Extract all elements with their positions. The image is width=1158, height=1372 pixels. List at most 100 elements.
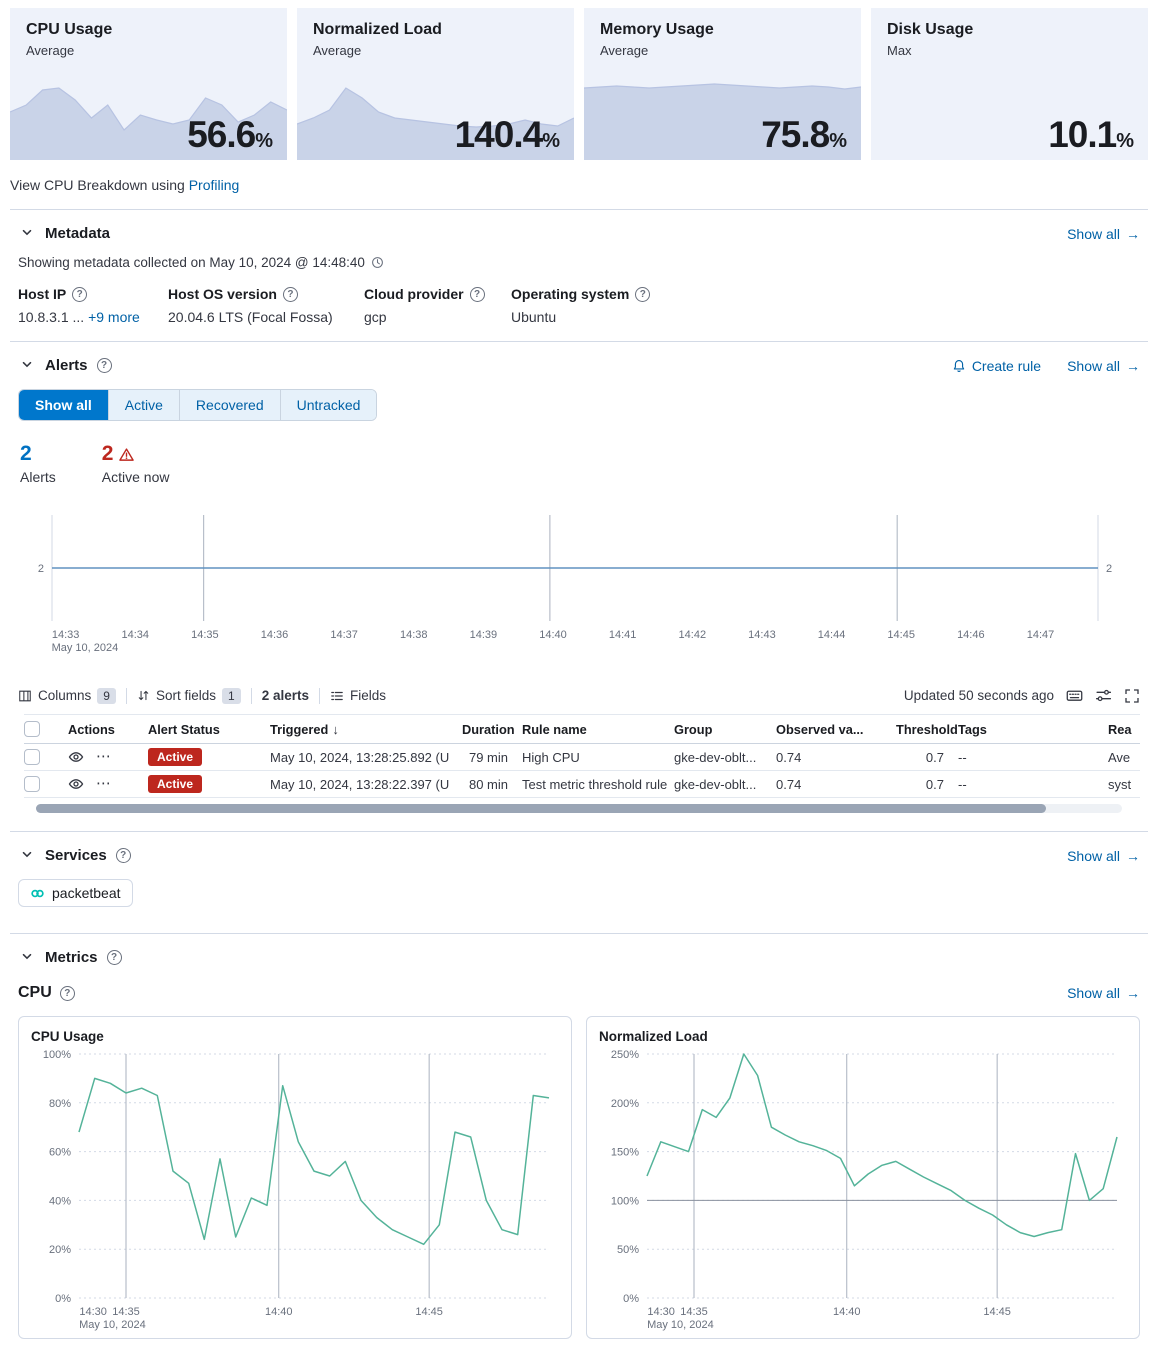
- fullscreen-button[interactable]: [1124, 688, 1140, 704]
- tab-active[interactable]: Active: [108, 390, 180, 420]
- help-icon[interactable]: ?: [72, 286, 88, 302]
- chevron-down-icon: [20, 225, 34, 242]
- collapse-metadata-button[interactable]: [18, 223, 36, 244]
- alerts-filter-tabs: Show all Active Recovered Untracked: [18, 389, 378, 421]
- display-options-button[interactable]: [1095, 687, 1112, 704]
- col-threshold[interactable]: Threshold: [896, 721, 958, 737]
- group-cell[interactable]: gke-dev-oblt...: [674, 749, 757, 765]
- svg-text:0%: 0%: [623, 1293, 639, 1305]
- col-triggered[interactable]: Triggered ↓: [270, 721, 339, 737]
- tab-untracked[interactable]: Untracked: [280, 390, 377, 420]
- toolbar-divider: [318, 687, 320, 704]
- view-alert-button[interactable]: [68, 776, 84, 792]
- help-icon[interactable]: ?: [635, 286, 651, 302]
- fullscreen-icon: [1124, 688, 1140, 704]
- kpi-card-title: Normalized Load: [313, 21, 442, 38]
- metadata-section: Metadata Show all → Showing metadata coll…: [0, 210, 1158, 341]
- active-now-stat: 2 Active now: [102, 442, 170, 485]
- cpu-group-heading: CPU: [18, 984, 52, 1001]
- svg-text:14:47: 14:47: [1027, 629, 1055, 641]
- alert-count-text: 2 alerts: [261, 688, 309, 703]
- keyboard-shortcuts-button[interactable]: [1066, 687, 1083, 704]
- svg-text:60%: 60%: [49, 1147, 71, 1159]
- services-show-all-link[interactable]: Show all →: [1067, 847, 1140, 864]
- svg-text:14:40: 14:40: [265, 1306, 293, 1318]
- col-reason[interactable]: Rea: [1108, 721, 1132, 737]
- metrics-show-all-link[interactable]: Show all →: [1067, 985, 1140, 1001]
- help-icon[interactable]: ?: [106, 950, 122, 965]
- kpi-card-subtitle: Average: [26, 43, 75, 58]
- scrollbar-thumb[interactable]: [36, 804, 1046, 813]
- kpi-card-cpu-usage[interactable]: CPU Usage Average 56.6%: [10, 8, 287, 160]
- profiling-link[interactable]: Profiling: [188, 177, 240, 193]
- help-icon[interactable]: ?: [59, 985, 75, 1001]
- help-icon[interactable]: ?: [282, 286, 298, 302]
- alerts-count: 2: [20, 442, 32, 465]
- svg-text:20%: 20%: [49, 1244, 71, 1256]
- fields-button[interactable]: Fields: [330, 688, 386, 703]
- more-actions-button[interactable]: ⋯: [96, 776, 112, 792]
- more-actions-button[interactable]: ⋯: [96, 749, 112, 765]
- sort-fields-button[interactable]: Sort fields 1: [137, 687, 241, 704]
- cpu-usage-chart[interactable]: 0% 20% 40% 60% 80% 100% 14:30 14:35 14:40 14:45 Ma…: [31, 1046, 561, 1334]
- eye-icon: [68, 776, 84, 792]
- toolbar-divider: [250, 687, 252, 704]
- svg-text:14:35: 14:35: [191, 629, 219, 641]
- rule-name-cell[interactable]: High CPU: [522, 749, 580, 765]
- select-all-checkbox[interactable]: [24, 721, 40, 738]
- active-now-label: Active now: [101, 469, 170, 485]
- col-alert-status[interactable]: Alert Status: [148, 721, 220, 737]
- kpi-card-memory-usage[interactable]: Memory Usage Average 75.8%: [584, 8, 861, 160]
- metadata-field-os-version: Host OS version? 20.04.6 LTS (Focal Foss…: [168, 286, 364, 325]
- section-divider: [10, 209, 1148, 210]
- col-duration[interactable]: Duration: [462, 721, 515, 737]
- columns-button[interactable]: Columns 9: [18, 687, 116, 704]
- col-observed-value[interactable]: Observed va...: [776, 721, 864, 737]
- clock-icon: [371, 256, 384, 269]
- group-cell[interactable]: gke-dev-oblt...: [674, 776, 757, 792]
- help-icon[interactable]: ?: [115, 848, 131, 863]
- alerts-show-all-link[interactable]: Show all →: [1067, 357, 1140, 374]
- metadata-fields: Host IP? 10.8.3.1 ... +9 more Host OS ve…: [18, 286, 1140, 325]
- reason-cell: syst: [1108, 776, 1132, 792]
- rule-name-cell[interactable]: Test metric threshold rule: [522, 776, 668, 792]
- alert-status-badge: Active: [148, 775, 203, 793]
- kpi-card-disk-usage[interactable]: Disk Usage Max 10.1%: [871, 8, 1148, 160]
- tab-show-all[interactable]: Show all: [19, 390, 109, 420]
- view-alert-button[interactable]: [68, 749, 84, 765]
- field-label: Operating system: [511, 286, 630, 302]
- help-icon[interactable]: ?: [469, 286, 485, 302]
- row-checkbox[interactable]: [24, 749, 40, 766]
- collapse-alerts-button[interactable]: [18, 355, 36, 376]
- create-rule-link[interactable]: Create rule: [952, 358, 1041, 374]
- kpi-card-normalized-load[interactable]: Normalized Load Average 140.4%: [297, 8, 574, 160]
- tab-recovered[interactable]: Recovered: [179, 390, 281, 420]
- arrow-right-icon: →: [1126, 985, 1140, 1001]
- observed-value-cell: 0.74: [776, 776, 802, 792]
- normalized-load-chart[interactable]: 0% 50% 100% 150% 200% 250% 14:30 14:35 14:40 14:4…: [599, 1046, 1129, 1334]
- col-group[interactable]: Group: [674, 721, 713, 737]
- col-rule-name[interactable]: Rule name: [522, 721, 587, 737]
- show-more-ips-link[interactable]: +9 more: [88, 309, 140, 325]
- alerts-timeline-chart[interactable]: 14:33 14:34 14:35 14:36 14:37 14:38 14:39 14:40…: [18, 509, 1140, 661]
- col-tags[interactable]: Tags: [958, 721, 987, 737]
- columns-count-badge: 9: [97, 687, 116, 704]
- svg-text:14:38: 14:38: [400, 629, 428, 641]
- metadata-show-all-link[interactable]: Show all →: [1067, 225, 1140, 242]
- row-checkbox[interactable]: [24, 776, 40, 793]
- chevron-down-icon: [20, 949, 34, 966]
- svg-text:14:35: 14:35: [112, 1306, 140, 1318]
- svg-text:2: 2: [1106, 563, 1112, 575]
- service-packetbeat[interactable]: packetbeat: [18, 879, 133, 907]
- field-value: 10.8.3.1 ...: [18, 309, 85, 325]
- svg-text:14:35: 14:35: [680, 1306, 708, 1318]
- arrow-right-icon: →: [1126, 847, 1140, 864]
- kpi-card-title: Memory Usage: [600, 21, 714, 38]
- normalized-load-panel: Normalized Load 0% 50% 100% 150% 200% 250% 14:…: [586, 1016, 1140, 1339]
- collapse-services-button[interactable]: [18, 845, 36, 866]
- svg-text:14:36: 14:36: [261, 629, 289, 641]
- help-icon[interactable]: ?: [96, 358, 112, 373]
- collapse-metrics-button[interactable]: [18, 947, 36, 968]
- sort-desc-icon: ↓: [332, 721, 339, 737]
- services-section: Services ? Show all → packetbeat: [0, 832, 1158, 933]
